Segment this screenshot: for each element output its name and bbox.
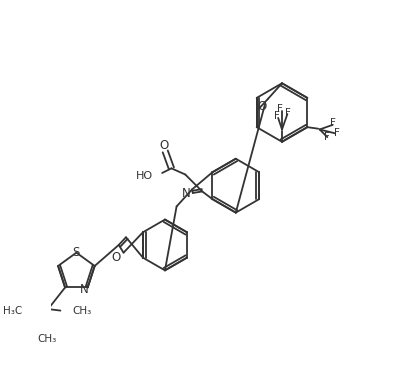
Text: F: F [334, 128, 340, 138]
Text: O: O [159, 139, 168, 152]
Text: F: F [330, 118, 336, 128]
Text: F: F [285, 107, 291, 117]
Text: O: O [257, 100, 267, 113]
Text: H₃C: H₃C [3, 305, 22, 316]
Text: F: F [324, 132, 330, 142]
Text: O: O [111, 251, 120, 264]
Text: F: F [277, 104, 283, 115]
Text: N: N [182, 187, 190, 200]
Text: N: N [80, 283, 88, 296]
Text: S: S [73, 246, 80, 259]
Text: F: F [274, 112, 280, 121]
Text: HO: HO [136, 171, 153, 181]
Text: CH₃: CH₃ [37, 334, 56, 344]
Text: CH₃: CH₃ [73, 305, 92, 316]
